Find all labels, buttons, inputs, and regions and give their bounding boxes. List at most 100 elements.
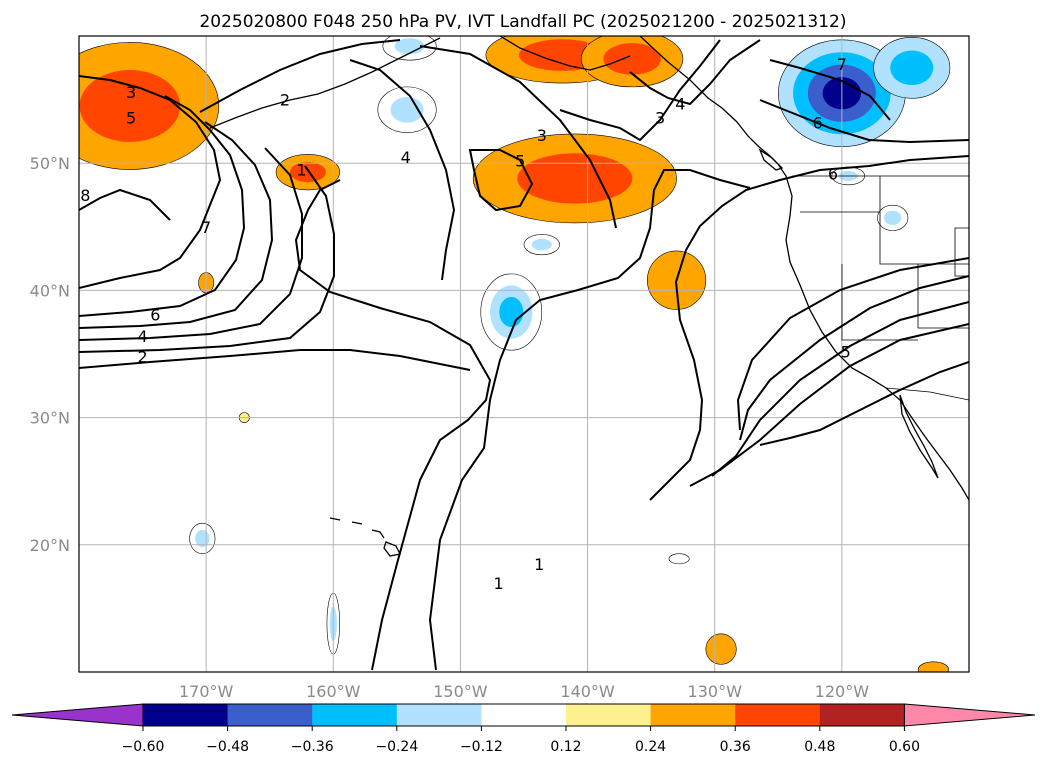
ivt-anomaly-level	[79, 70, 181, 142]
colorbar-extend-min	[11, 703, 144, 727]
pv-contour-label-text: 3	[126, 83, 136, 102]
coastlines	[209, 36, 969, 557]
colorbar-tick-label: −0.48	[206, 739, 249, 755]
colorbar-tick-label: 0.24	[635, 739, 666, 755]
longitude-tick-label: 170°W	[179, 682, 234, 701]
pv-contour-8	[79, 188, 171, 221]
colorbar-tick-label: 0.60	[889, 739, 920, 755]
colorbar-segment	[481, 704, 567, 726]
ivt-anomaly-blob	[705, 633, 737, 665]
pv-contour-label-text: 4	[675, 94, 685, 113]
pv-contour-label: 6	[828, 164, 838, 183]
pv-contour-1-east	[428, 169, 751, 671]
pv-contour-label: 4	[137, 327, 147, 346]
ivt-anomaly-level	[531, 238, 552, 251]
ivt-anomaly-blob	[877, 204, 909, 231]
pv-contour-label-text: 6	[828, 164, 838, 183]
pv-contour-label: 5	[126, 108, 136, 127]
colorbar-extend-max	[903, 703, 1036, 727]
pv-contour-4-mid	[349, 59, 456, 281]
pv-contour-label: 1	[534, 555, 544, 574]
pv-contour-label-text: 7	[201, 218, 211, 237]
pv-contour-label: 3	[537, 126, 547, 145]
pv-contour-label: 2	[280, 91, 290, 110]
pv-contour-label-text: 5	[515, 152, 525, 171]
ivt-anomaly-level	[668, 553, 690, 565]
ivt-anomaly-blob	[917, 661, 949, 672]
colorbar-segment	[650, 704, 736, 726]
colorbar-segment	[566, 704, 652, 726]
pv-contour-label: 7	[837, 55, 847, 74]
pv-contour-ridge-east	[649, 155, 969, 501]
pv-contour-label: 1	[296, 161, 306, 180]
us-state-borders	[800, 176, 969, 341]
map-frame	[78, 35, 970, 673]
pv-contour-label-text: 5	[126, 108, 136, 127]
pv-contour-label-text: 3	[537, 126, 547, 145]
pv-contour-label: 6	[813, 113, 823, 132]
pv-contour-label: 2	[137, 348, 147, 367]
pv-contour-2-upper	[199, 39, 401, 113]
colorbar-segment	[143, 704, 229, 726]
pv-contour-3	[79, 165, 335, 353]
latitude-tick-label: 30°N	[30, 409, 70, 428]
pv-contour-label-text: 6	[813, 113, 823, 132]
ivt-anomaly-blob	[480, 273, 543, 351]
longitude-tick-label: 120°W	[815, 682, 870, 701]
ivt-anomaly-level	[517, 153, 633, 204]
chart-title: 2025020800 F048 250 hPa PV, IVT Landfall…	[199, 12, 846, 32]
ivt-anomaly-blob	[79, 42, 220, 170]
pv-contour-label: 5	[515, 152, 525, 171]
pv-contour-label-text: 8	[80, 186, 90, 205]
pv-contours	[79, 39, 969, 671]
pv-contour-label: 4	[401, 148, 411, 167]
ivt-anomaly-level	[289, 162, 326, 183]
pv-contour-3-mid	[419, 45, 617, 229]
pv-contour-label-text: 4	[401, 148, 411, 167]
alaska-south-coast	[499, 36, 631, 71]
pv-contour-trough-east-2	[711, 301, 969, 477]
colorbar-tick-label: −0.12	[460, 739, 503, 755]
pv-contour-4	[79, 147, 303, 341]
pv-contour-3-east	[559, 39, 721, 142]
ivt-anomaly-blob	[668, 553, 690, 565]
latitude-tick-labels: 50°N 40°N 30°N 20°N	[30, 154, 70, 555]
ivt-anomaly-level	[499, 296, 524, 328]
pv-contour-trough-east-5	[759, 361, 969, 446]
pv-contour-5-mid	[468, 149, 534, 212]
longitude-tick-label: 150°W	[433, 682, 488, 701]
longitude-tick-label: 160°W	[306, 682, 361, 701]
ivt-anomaly-blob	[873, 36, 951, 99]
colorbar-segment	[819, 704, 905, 726]
latitude-tick-label: 20°N	[30, 536, 70, 555]
ivt-anomaly-blob	[523, 234, 560, 256]
pv-contour-label-text: 7	[837, 55, 847, 74]
pv-contour-label: 3	[126, 83, 136, 102]
colorbar-tick-label: 0.12	[550, 739, 581, 755]
pv-contour-label-text: 6	[150, 306, 160, 325]
colorbar-tick-label: −0.36	[291, 739, 334, 755]
colorbar-outline	[142, 703, 905, 727]
colorbar-segment	[227, 704, 313, 726]
ivt-anomaly-blob	[189, 522, 216, 555]
gridlines	[79, 36, 969, 672]
pv-contour-trough-east-4	[736, 257, 969, 431]
north-america-coastline	[639, 36, 969, 501]
pv-contour-label: 7	[201, 218, 211, 237]
pv-contour-trough-east-3	[739, 275, 969, 441]
ivt-anomaly-level	[705, 633, 737, 665]
alaska-coastline	[209, 37, 441, 129]
vancouver-island	[758, 148, 784, 171]
pv-contour-7-east	[769, 59, 891, 121]
pv-contour-label: 6	[150, 306, 160, 325]
pv-contour-label-text: 3	[655, 108, 665, 127]
hawaii-islands	[329, 517, 401, 557]
longitude-tick-labels: 170°W 160°W 150°W 140°W 130°W 120°W	[179, 682, 869, 701]
pv-contour-label-text: 5	[841, 342, 851, 361]
ivt-anomaly-blob	[580, 36, 684, 88]
pv-contour-2-south	[79, 349, 471, 371]
pv-contour-5	[79, 121, 274, 329]
